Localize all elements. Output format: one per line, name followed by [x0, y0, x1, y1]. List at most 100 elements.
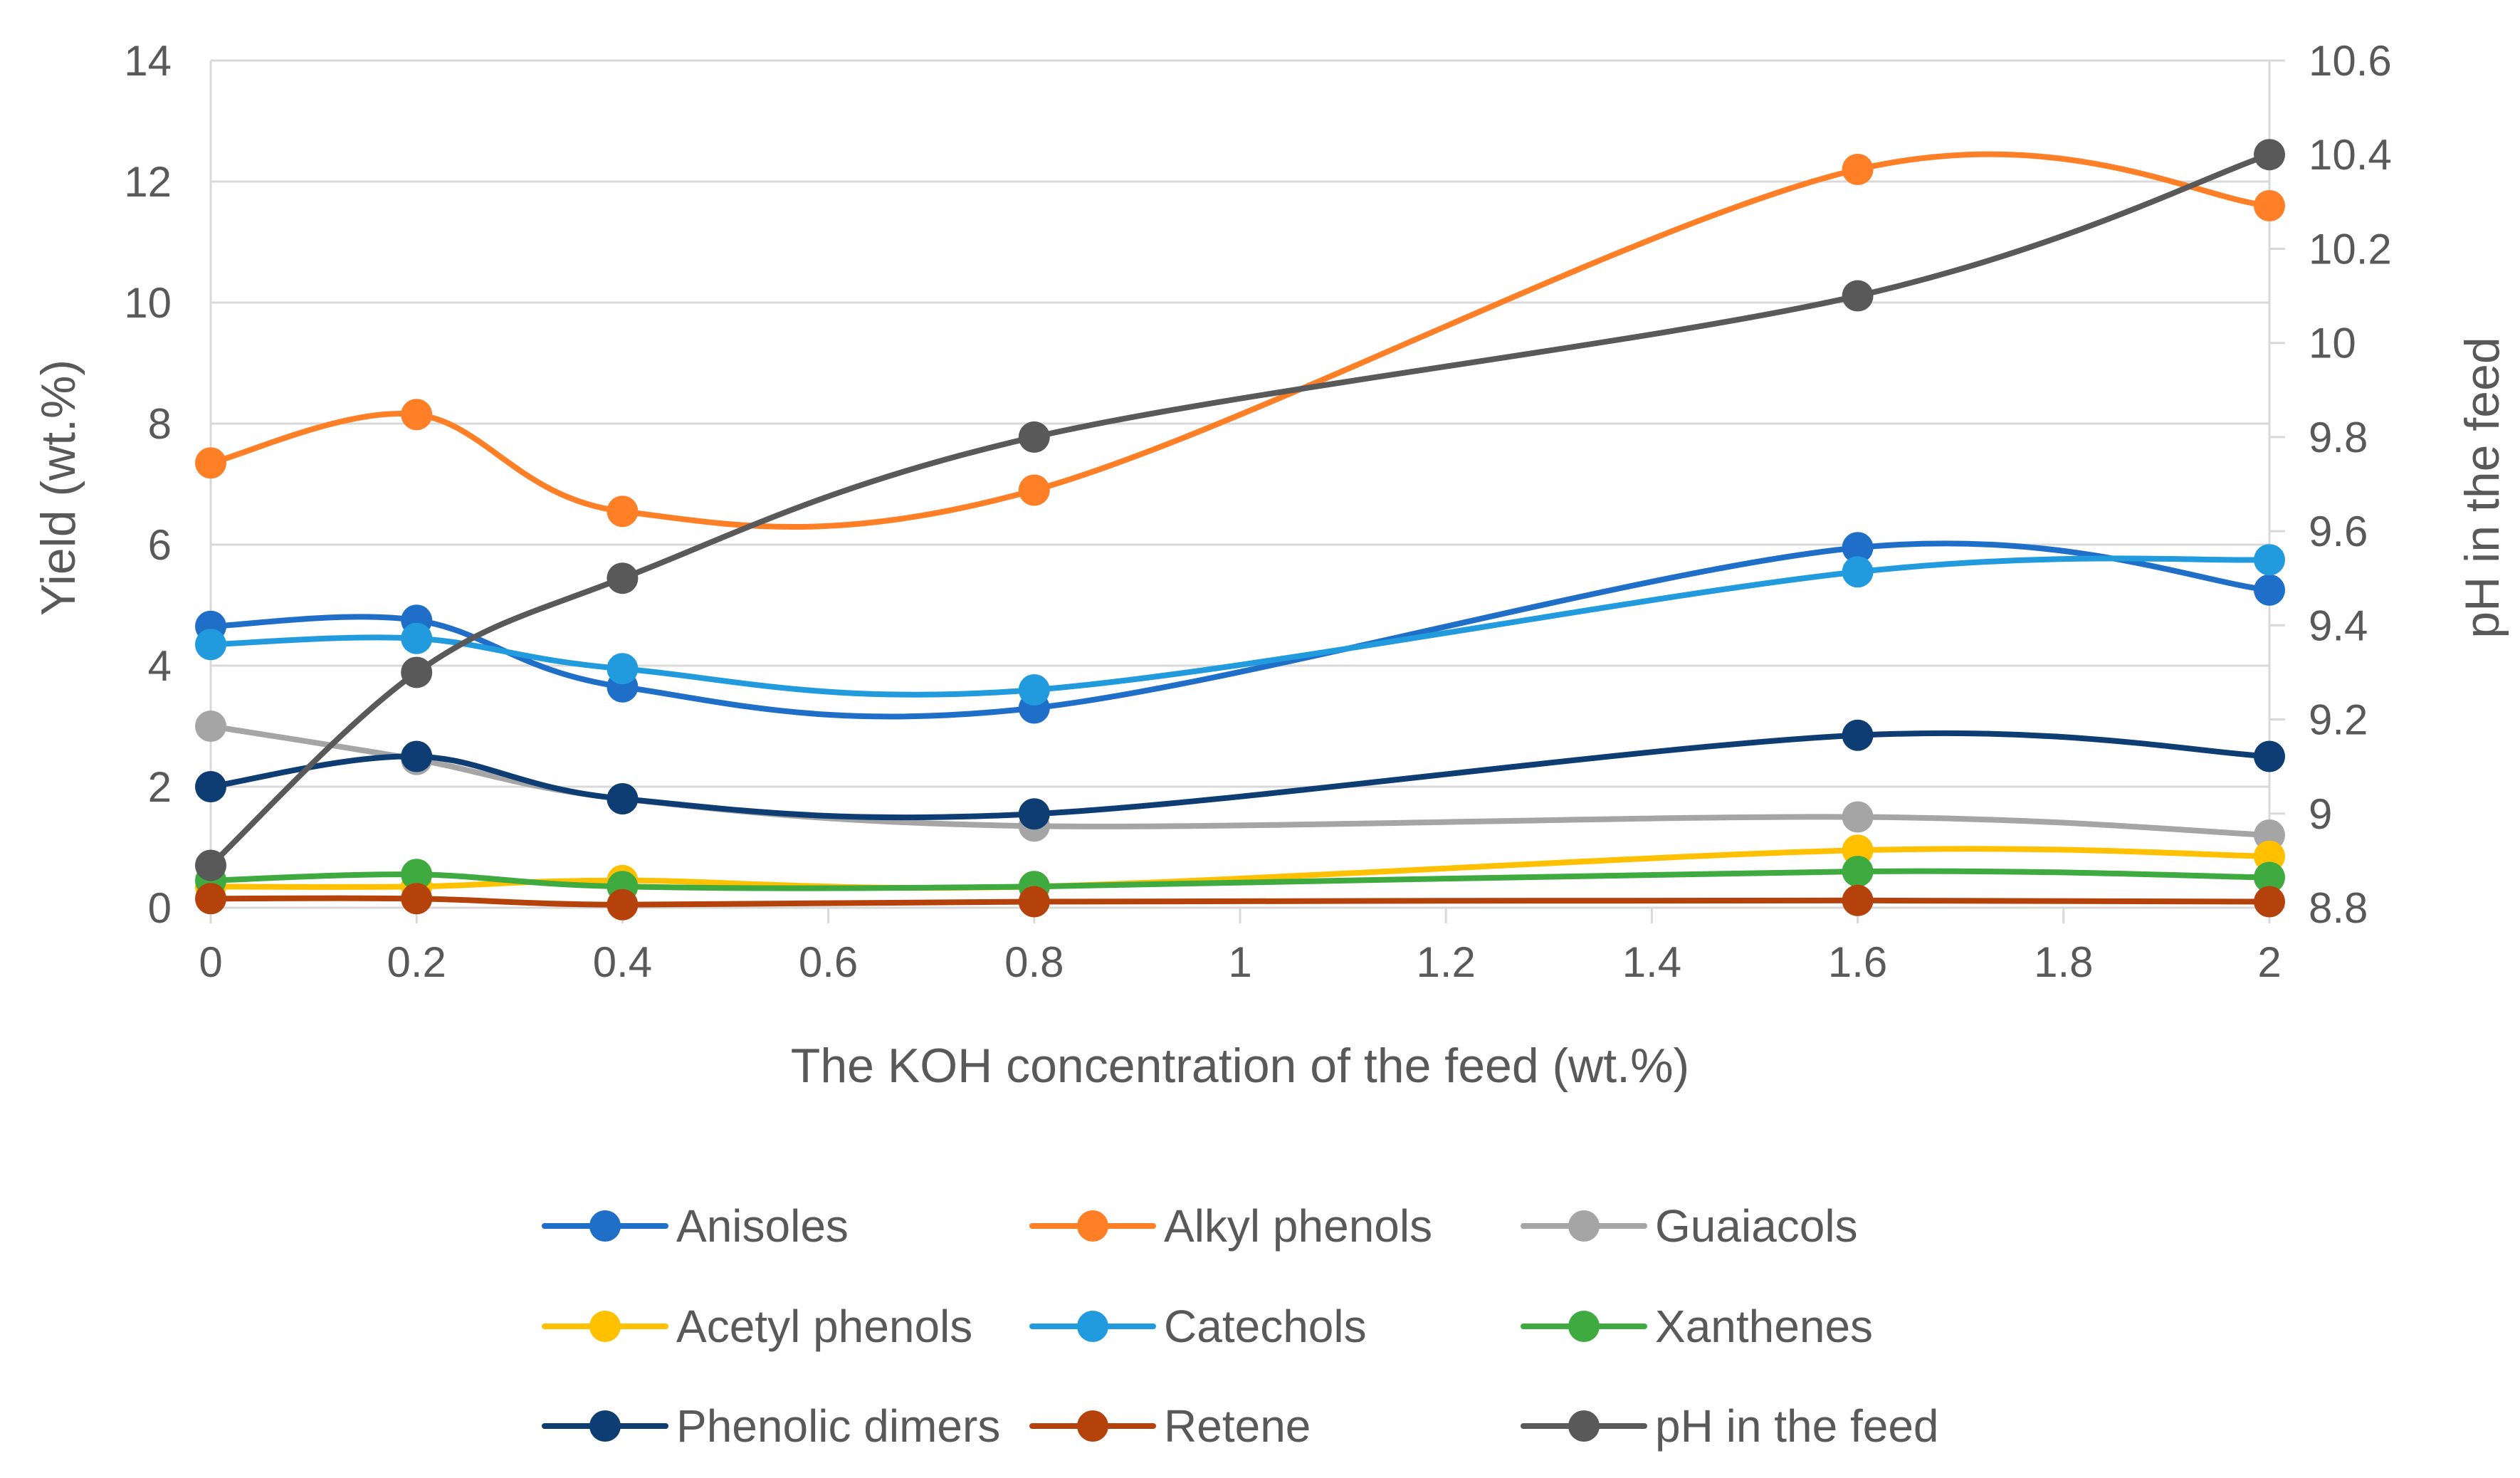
data-point-alkyl-phenols	[195, 447, 226, 479]
data-point-ph-in-the-feed	[195, 849, 226, 881]
legend-marker	[1568, 1410, 1600, 1442]
data-point-alkyl-phenols	[2254, 190, 2285, 221]
data-point-catechols	[2254, 544, 2285, 576]
series-alkyl-phenols	[195, 151, 2285, 530]
data-point-catechols	[1018, 674, 1050, 706]
data-point-retene	[2254, 886, 2285, 918]
data-point-guaiacols	[1842, 801, 1874, 833]
legend-marker	[1568, 1311, 1600, 1342]
series-catechols	[195, 544, 2285, 706]
data-point-catechols	[195, 629, 226, 661]
data-point-catechols	[401, 622, 433, 654]
data-point-alkyl-phenols	[1842, 154, 1874, 185]
data-point-phenolic-dimers	[195, 771, 226, 802]
y2-axis-title: pH in the feed	[2455, 337, 2509, 638]
x-tick-label: 0	[199, 938, 222, 986]
y2-tick-label: 9.4	[2309, 602, 2368, 649]
legend-label: Phenolic dimers	[676, 1400, 1000, 1452]
legend-label: Anisoles	[676, 1200, 849, 1252]
data-point-retene	[607, 889, 639, 921]
legend-label: pH in the feed	[1655, 1400, 1939, 1452]
y2-tick-label: 10	[2309, 320, 2356, 367]
x-tick-label: 0.4	[593, 938, 652, 986]
legend-marker	[1568, 1210, 1600, 1242]
x-tick-label: 1.2	[1416, 938, 1475, 986]
legend-label: Retene	[1164, 1400, 1311, 1452]
data-point-ph-in-the-feed	[1018, 421, 1050, 453]
x-tick-label: 0.8	[1004, 938, 1064, 986]
x-tick-label: 0.2	[387, 938, 446, 986]
legend-item-ph-in-the-feed: pH in the feed	[1521, 1400, 1939, 1452]
legend-item-guaiacols: Guaiacols	[1521, 1200, 1858, 1252]
legend-marker	[1077, 1311, 1108, 1342]
tick-labels: 0 2 4 6 8 10 12 14 0 0.2 0.4 0.6 0.8 1 1.2 1.4 1.6 1.8 2 8.…	[124, 37, 2392, 986]
legend-item-acetyl-phenols: Acetyl phenols	[542, 1301, 972, 1352]
legend-label: Alkyl phenols	[1164, 1200, 1432, 1252]
legend: Anisoles Alkyl phenols Guaiacols Acetyl phe…	[542, 1200, 1939, 1452]
data-point-retene	[1018, 886, 1050, 918]
data-point-alkyl-phenols	[607, 496, 639, 528]
data-point-guaiacols	[195, 711, 226, 742]
data-point-xanthenes	[401, 859, 433, 891]
y2-tick-label: 10.4	[2309, 131, 2392, 179]
x-tick-label: 2	[2257, 938, 2281, 986]
data-point-catechols	[1842, 556, 1874, 588]
legend-marker	[589, 1410, 621, 1442]
series-line-ph-in-the-feed	[208, 152, 2272, 869]
data-point-anisoles	[2254, 574, 2285, 606]
y-tick-label: 2	[148, 763, 172, 811]
data-point-phenolic-dimers	[2254, 740, 2285, 772]
legend-marker	[589, 1311, 621, 1342]
y2-tick-label: 9	[2309, 790, 2332, 838]
legend-label: Catechols	[1164, 1301, 1367, 1352]
x-tick-label: 1	[1228, 938, 1251, 986]
y-tick-label: 12	[124, 158, 172, 206]
y-axis-title: Yield (wt.%)	[31, 360, 85, 616]
series-line-alkyl-phenols	[208, 151, 2272, 530]
legend-label: Acetyl phenols	[676, 1301, 972, 1352]
legend-item-xanthenes: Xanthenes	[1521, 1301, 1873, 1352]
series-line-phenolic-dimers	[208, 730, 2272, 821]
legend-label: Xanthenes	[1655, 1301, 1873, 1352]
series-line-anisoles	[208, 540, 2272, 720]
data-point-catechols	[607, 653, 639, 685]
y2-tick-label: 8.8	[2309, 884, 2368, 932]
data-point-ph-in-the-feed	[401, 656, 433, 688]
series-line-retene	[208, 895, 2272, 908]
y2-tick-label: 10.6	[2309, 37, 2392, 85]
series-phenolic-dimers	[195, 719, 2285, 830]
series-layer	[195, 139, 2285, 921]
y-tick-label: 4	[148, 642, 172, 690]
y2-tick-label: 9.8	[2309, 414, 2368, 461]
legend-marker	[589, 1210, 621, 1242]
legend-label: Guaiacols	[1655, 1200, 1858, 1252]
y-tick-label: 0	[148, 884, 172, 932]
data-point-anisoles	[1842, 532, 1874, 564]
data-point-alkyl-phenols	[1018, 474, 1050, 506]
x-tick-label: 1.4	[1622, 938, 1681, 986]
series-ph-in-the-feed	[195, 139, 2285, 881]
data-point-xanthenes	[2254, 861, 2285, 893]
grid	[211, 59, 2269, 788]
legend-item-anisoles: Anisoles	[542, 1200, 849, 1252]
data-point-retene	[401, 883, 433, 915]
y-tick-label: 10	[124, 279, 172, 327]
data-point-alkyl-phenols	[401, 399, 433, 431]
x-tick-label: 1.6	[1828, 938, 1887, 986]
data-point-ph-in-the-feed	[1842, 280, 1874, 312]
data-point-retene	[1842, 884, 1874, 916]
x-tick-label: 1.8	[2034, 938, 2093, 986]
data-point-phenolic-dimers	[1842, 719, 1874, 751]
legend-item-alkyl-phenols: Alkyl phenols	[1029, 1200, 1432, 1252]
y2-tick-label: 9.2	[2309, 696, 2368, 744]
x-tick-label: 0.6	[799, 938, 858, 986]
data-point-phenolic-dimers	[1018, 798, 1050, 830]
series-retene	[195, 883, 2285, 921]
legend-item-retene: Retene	[1029, 1400, 1311, 1452]
data-point-ph-in-the-feed	[607, 562, 639, 594]
data-point-retene	[195, 883, 226, 915]
legend-marker	[1077, 1210, 1108, 1242]
data-point-xanthenes	[1842, 856, 1874, 887]
legend-item-phenolic-dimers: Phenolic dimers	[542, 1400, 1000, 1452]
